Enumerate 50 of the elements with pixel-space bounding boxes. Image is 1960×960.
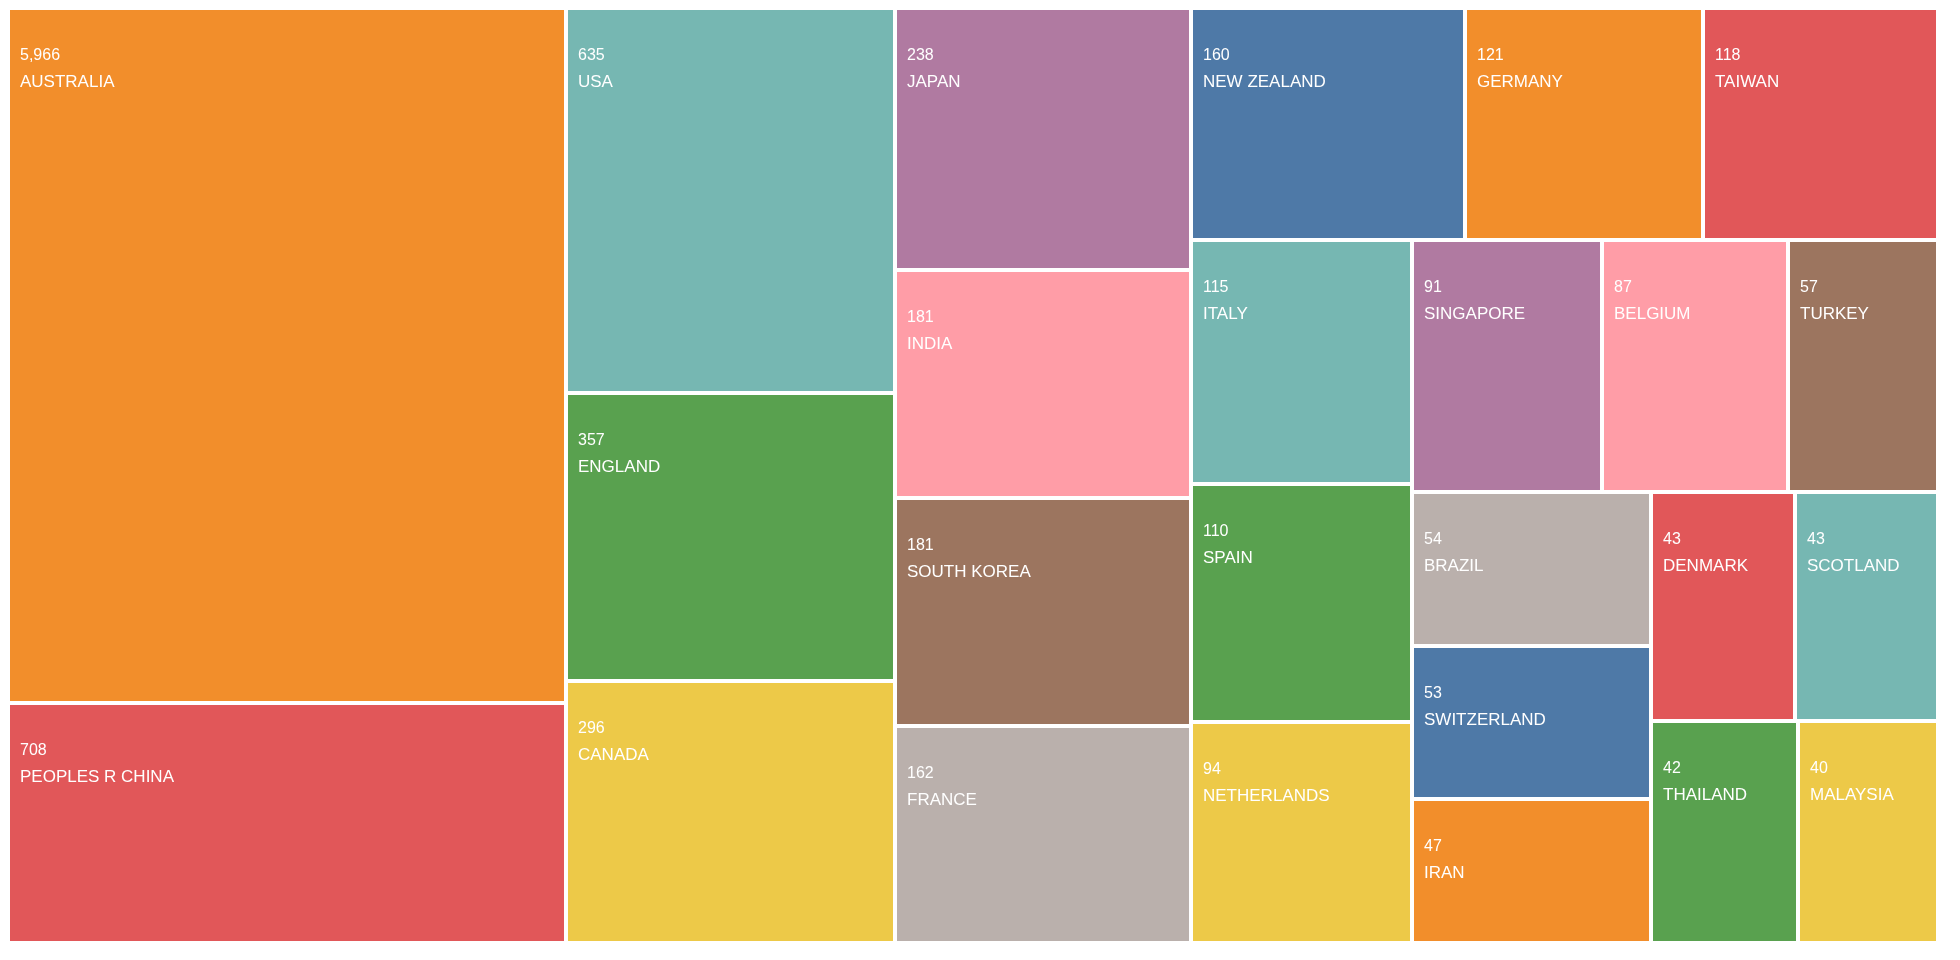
data-label: 121 (1477, 46, 1504, 63)
category-label: SCOTLAND (1807, 556, 1900, 575)
data-label: 181 (907, 536, 934, 553)
data-label: 53 (1424, 684, 1442, 701)
category-label: INDIA (907, 334, 953, 353)
category-label: BELGIUM (1614, 304, 1691, 323)
category-label: NEW ZEALAND (1203, 72, 1326, 91)
data-label: 162 (907, 764, 934, 781)
data-label: 87 (1614, 278, 1632, 295)
category-label: FRANCE (907, 790, 977, 809)
data-label: 635 (578, 46, 605, 63)
category-label: SOUTH KOREA (907, 562, 1032, 581)
category-label: TURKEY (1800, 304, 1869, 323)
data-label: 708 (20, 741, 47, 758)
data-label: 42 (1663, 759, 1681, 776)
category-label: SWITZERLAND (1424, 710, 1546, 729)
category-label: USA (578, 72, 614, 91)
category-label: THAILAND (1663, 785, 1748, 804)
data-label: 43 (1663, 530, 1681, 547)
data-label: 57 (1800, 278, 1818, 295)
category-label: MALAYSIA (1810, 785, 1895, 804)
data-label: 238 (907, 46, 934, 63)
category-label: NETHERLANDS (1203, 786, 1330, 805)
category-label: AUSTRALIA (20, 72, 116, 91)
category-label: ENGLAND (578, 457, 661, 476)
category-label: ITALY (1203, 304, 1248, 323)
category-label: IRAN (1424, 863, 1465, 882)
data-label: 40 (1810, 759, 1828, 776)
category-label: DENMARK (1663, 556, 1749, 575)
category-label: CANADA (578, 745, 650, 764)
data-label: 115 (1203, 278, 1229, 295)
data-label: 54 (1424, 530, 1442, 547)
data-label: 160 (1203, 46, 1230, 63)
category-label: GERMANY (1477, 72, 1563, 91)
category-label: BRAZIL (1424, 556, 1484, 575)
data-label: 43 (1807, 530, 1825, 547)
data-label: 181 (907, 308, 934, 325)
data-label: 357 (578, 431, 605, 448)
category-label: SPAIN (1203, 548, 1253, 567)
data-label: 47 (1424, 837, 1442, 854)
data-label: 91 (1424, 278, 1442, 295)
category-label: PEOPLES R CHINA (20, 767, 175, 786)
data-label: 5,966 (20, 46, 61, 63)
category-label: TAIWAN (1715, 72, 1780, 91)
category-label: JAPAN (907, 72, 961, 91)
category-label: SINGAPORE (1424, 304, 1526, 323)
data-label: 118 (1715, 46, 1741, 63)
data-label: 94 (1203, 760, 1221, 777)
data-label: 110 (1203, 522, 1229, 539)
data-label: 296 (578, 719, 605, 736)
